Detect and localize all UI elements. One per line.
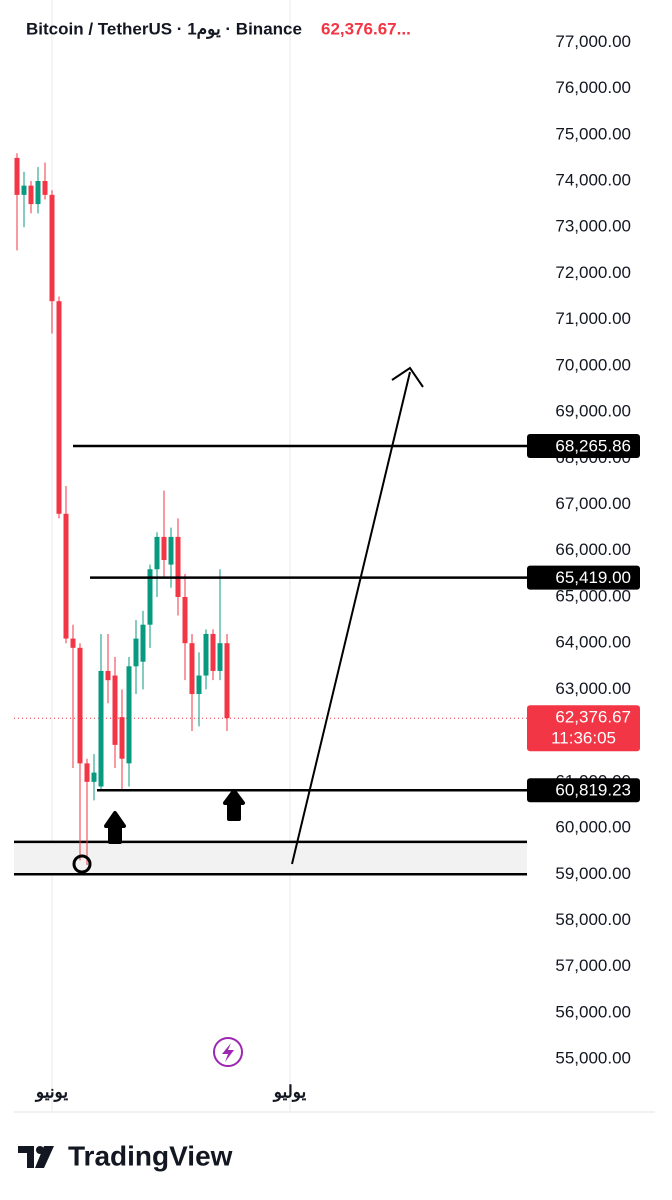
projection-arrow bbox=[291, 371, 411, 865]
y-tick-label: 65,000.00 bbox=[555, 586, 631, 605]
y-tick-label: 76,000.00 bbox=[555, 78, 631, 97]
candle-body bbox=[168, 536, 174, 565]
candle-body bbox=[42, 181, 48, 195]
up-arrow bbox=[104, 811, 126, 844]
y-tick-label: 74,000.00 bbox=[555, 170, 631, 189]
candle-body bbox=[84, 763, 90, 782]
candle-body bbox=[175, 536, 181, 597]
candle-body bbox=[63, 513, 69, 639]
candle-body bbox=[28, 185, 34, 205]
up-arrow bbox=[223, 789, 245, 821]
lightning-bolt bbox=[222, 1043, 234, 1062]
candle-body bbox=[91, 772, 97, 782]
low-circle bbox=[72, 854, 92, 874]
brand-name: TradingView bbox=[68, 1140, 233, 1171]
candle-body bbox=[56, 301, 62, 514]
y-tick-label: 77,000.00 bbox=[555, 32, 631, 51]
level-label: 65,419.00 bbox=[555, 568, 631, 587]
y-tick-label: 57,000.00 bbox=[555, 956, 631, 975]
y-tick-label: 69,000.00 bbox=[555, 402, 631, 421]
level-label-box bbox=[527, 434, 640, 459]
header-price: 62,376.67... bbox=[321, 19, 411, 38]
last-price-label: 62,376.67 bbox=[555, 708, 631, 727]
candle-body bbox=[126, 666, 132, 764]
candle-body bbox=[21, 185, 27, 195]
candle-body bbox=[70, 638, 76, 648]
brand-logo-dot bbox=[36, 1146, 44, 1154]
brand-logo bbox=[18, 1146, 54, 1168]
candle-body bbox=[77, 647, 83, 764]
candle-body bbox=[217, 643, 223, 671]
y-tick-label: 72,000.00 bbox=[555, 263, 631, 282]
candle-body bbox=[105, 670, 111, 681]
candle-body bbox=[196, 675, 202, 695]
candle-body bbox=[189, 643, 195, 695]
chart-title: Bitcoin / TetherUS · 1يوم · Binance bbox=[26, 19, 302, 39]
candle-body bbox=[49, 194, 55, 302]
y-tick-label: 58,000.00 bbox=[555, 910, 631, 929]
candle-body bbox=[203, 633, 209, 676]
y-tick-label: 70,000.00 bbox=[555, 355, 631, 374]
y-tick-label: 56,000.00 bbox=[555, 1002, 631, 1021]
candle-body bbox=[154, 536, 160, 570]
candle-body bbox=[35, 181, 41, 205]
y-tick-label: 59,000.00 bbox=[555, 864, 631, 883]
x-tick-label: يوليو bbox=[272, 1082, 307, 1102]
candle-body bbox=[161, 536, 167, 560]
candle-body bbox=[182, 596, 188, 644]
level-label-box bbox=[527, 778, 640, 803]
y-tick-label: 55,000.00 bbox=[555, 1049, 631, 1068]
x-tick-label: يونيو bbox=[34, 1082, 68, 1102]
level-label: 60,819.23 bbox=[555, 781, 631, 800]
y-tick-label: 63,000.00 bbox=[555, 679, 631, 698]
y-tick-label: 75,000.00 bbox=[555, 124, 631, 143]
candle-body bbox=[210, 633, 216, 671]
candle-body bbox=[133, 638, 139, 667]
candle-body bbox=[112, 675, 118, 745]
y-tick-label: 71,000.00 bbox=[555, 309, 631, 328]
y-tick-label: 73,000.00 bbox=[555, 217, 631, 236]
candle-body bbox=[224, 643, 230, 719]
candle-body bbox=[98, 670, 104, 787]
candle-body bbox=[14, 157, 20, 195]
countdown-label: 11:36:05 bbox=[551, 729, 616, 748]
candle-body bbox=[147, 569, 153, 625]
y-tick-label: 60,000.00 bbox=[555, 818, 631, 837]
level-label-box bbox=[527, 565, 640, 590]
last-price-box bbox=[527, 705, 640, 752]
candle-body bbox=[119, 717, 125, 759]
y-tick-label: 66,000.00 bbox=[555, 540, 631, 559]
support-zone bbox=[14, 841, 527, 875]
y-tick-label: 67,000.00 bbox=[555, 494, 631, 513]
y-tick-label: 64,000.00 bbox=[555, 633, 631, 652]
level-label: 68,265.86 bbox=[555, 437, 631, 456]
projection-arrow-head bbox=[391, 366, 424, 388]
candle-body bbox=[140, 624, 146, 662]
lightning-icon[interactable] bbox=[213, 1037, 243, 1067]
